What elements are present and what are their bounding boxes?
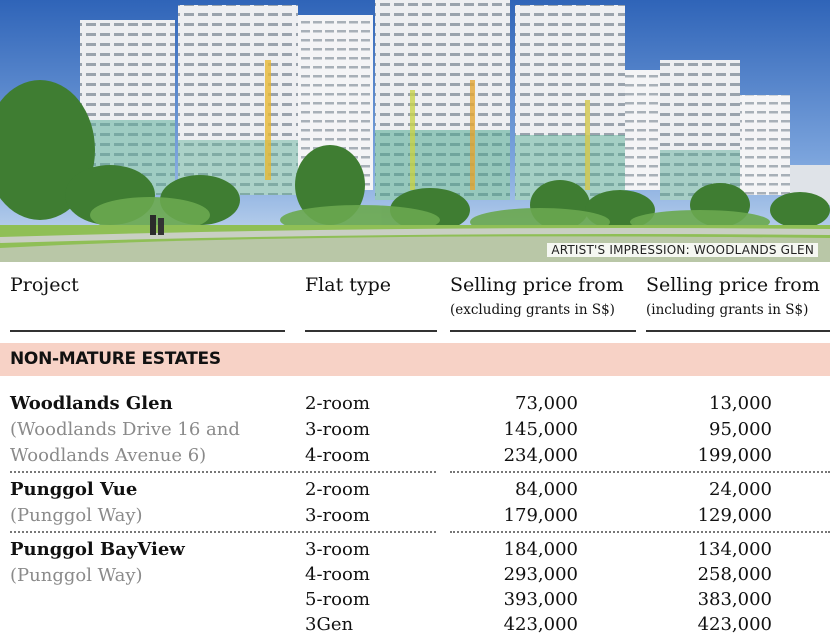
flat-type-cell: 5-room (305, 589, 370, 610)
building-illustration (0, 0, 830, 262)
header-project: Project (10, 274, 79, 296)
header-rule (10, 330, 285, 332)
header-rule (450, 330, 636, 332)
flat-type-cell: 3-room (305, 505, 370, 526)
price-excl-cell: 145,000 (503, 419, 578, 440)
row-divider (450, 471, 830, 473)
flat-type-cell: 3Gen (305, 614, 354, 635)
header-price-incl: Selling price from (646, 274, 820, 296)
price-incl-cell: 199,000 (697, 445, 772, 466)
price-incl-cell: 129,000 (697, 505, 772, 526)
header-rule (305, 330, 437, 332)
flat-type-cell: 4-room (305, 445, 370, 466)
price-incl-cell: 258,000 (697, 564, 772, 585)
project-location: Woodlands Avenue 6) (10, 445, 207, 466)
price-excl-cell: 234,000 (503, 445, 578, 466)
image-caption: ARTIST'S IMPRESSION: WOODLANDS GLEN (547, 243, 818, 257)
project-name: Punggol BayView (10, 539, 185, 560)
artist-impression-image (0, 0, 830, 262)
project-punggol-bayview: Punggol BayView (Punggol Way) 3-room 184… (0, 537, 830, 641)
table-header: Project Flat type Selling price from (ex… (0, 262, 830, 334)
flat-type-cell: 4-room (305, 564, 370, 585)
price-excl-cell: 179,000 (503, 505, 578, 526)
project-location: (Punggol Way) (10, 565, 143, 586)
price-incl-cell: 95,000 (709, 419, 772, 440)
header-price-incl-sub: (including grants in S$) (646, 302, 809, 318)
project-location: (Punggol Way) (10, 505, 143, 526)
section-title: NON-MATURE ESTATES (10, 349, 221, 369)
header-price-excl: Selling price from (450, 274, 624, 296)
row-divider (10, 471, 436, 473)
price-incl-cell: 423,000 (697, 614, 772, 635)
row-divider (10, 531, 436, 533)
price-incl-cell: 134,000 (697, 539, 772, 560)
price-incl-cell: 24,000 (709, 479, 772, 500)
price-excl-cell: 393,000 (503, 589, 578, 610)
row-divider (450, 531, 830, 533)
header-price-excl-sub: (excluding grants in S$) (450, 302, 615, 318)
price-excl-cell: 184,000 (503, 539, 578, 560)
project-punggol-vue: Punggol Vue (Punggol Way) 2-room 84,000 … (0, 477, 830, 529)
flat-type-cell: 3-room (305, 419, 370, 440)
project-woodlands-glen: Woodlands Glen (Woodlands Drive 16 and W… (0, 391, 830, 471)
price-excl-cell: 73,000 (515, 393, 578, 414)
project-location: (Woodlands Drive 16 and (10, 419, 240, 440)
flat-type-cell: 2-room (305, 479, 370, 500)
price-incl-cell: 13,000 (709, 393, 772, 414)
price-excl-cell: 293,000 (503, 564, 578, 585)
header-rule (646, 330, 830, 332)
project-name: Woodlands Glen (10, 393, 173, 414)
price-excl-cell: 423,000 (503, 614, 578, 635)
header-flat-type: Flat type (305, 274, 392, 296)
flat-type-cell: 3-room (305, 539, 370, 560)
price-excl-cell: 84,000 (515, 479, 578, 500)
project-name: Punggol Vue (10, 479, 138, 500)
price-incl-cell: 383,000 (697, 589, 772, 610)
flat-type-cell: 2-room (305, 393, 370, 414)
section-band: NON-MATURE ESTATES (0, 343, 830, 376)
